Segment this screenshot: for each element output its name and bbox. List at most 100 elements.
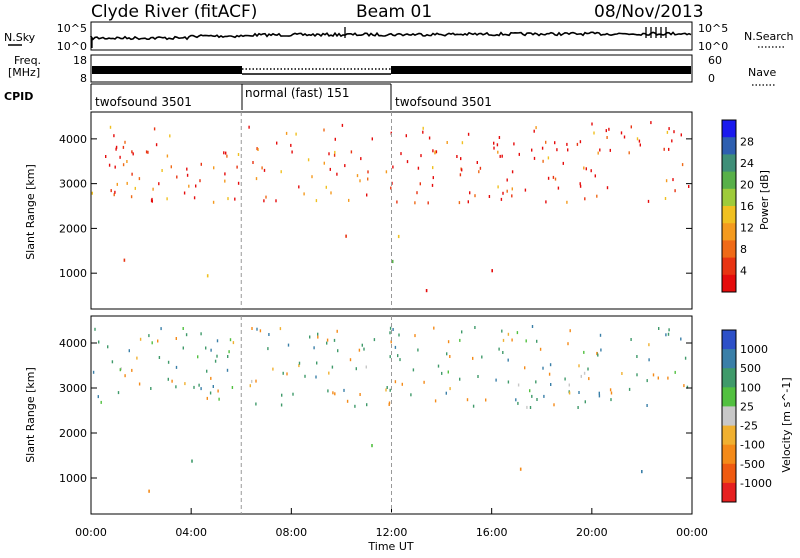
velocity-pixel <box>214 359 217 363</box>
power-pixel <box>435 150 438 154</box>
power-pixel <box>295 132 297 136</box>
velocity-pixel <box>229 338 232 342</box>
velocity-pixel <box>657 376 659 380</box>
velocity-pixel <box>686 385 689 389</box>
power-pixel <box>183 191 186 195</box>
power-panel: 1000 2000 3000 4000 Slant Range [km] 4 8 12 16… <box>24 111 771 310</box>
power-pixel <box>323 128 325 132</box>
power-pixel <box>115 147 117 151</box>
velocity-pixel <box>226 368 229 372</box>
velocity-pixel <box>461 330 463 334</box>
power-pixel <box>155 143 158 147</box>
power-pixel <box>639 143 641 147</box>
freq-right-tick-top: 60 <box>708 54 722 67</box>
power-pixel <box>511 187 513 191</box>
power-pixel <box>467 132 470 136</box>
power-pixel <box>263 168 266 172</box>
power-pixel <box>680 133 682 137</box>
power-pixel <box>315 199 318 203</box>
velocity-colorbar-tick: 500 <box>740 362 761 375</box>
power-pixel <box>579 140 582 144</box>
velocity-colorbar: 1000 500 100 25 -25 -100 -500 -1000 <box>721 329 772 503</box>
velocity-pixel <box>136 356 138 360</box>
power-pixel <box>150 199 153 203</box>
power-pixel <box>236 165 238 169</box>
velocity-pixel <box>150 387 152 390</box>
power-pixel <box>206 274 209 278</box>
velocity-pixel <box>358 348 361 352</box>
power-pixel <box>255 177 258 181</box>
power-pixel <box>109 125 112 129</box>
velocity-pixel <box>206 369 208 373</box>
noise-sky-label: N.Sky <box>4 31 36 44</box>
velocity-pixel <box>287 343 290 347</box>
velocity-pixel <box>553 403 555 407</box>
power-colorbar-swatch <box>722 240 736 259</box>
power-pixel <box>108 163 111 167</box>
velocity-colorbar-swatch <box>722 463 736 484</box>
velocity-pixel <box>117 391 120 395</box>
velocity-pixel <box>268 333 270 336</box>
power-pixel <box>499 154 501 158</box>
velocity-pixel <box>390 340 392 344</box>
velocity-colorbar-swatch <box>722 425 736 446</box>
power-pixel <box>432 176 434 180</box>
velocity-pixel <box>474 326 476 329</box>
velocity-pixel <box>388 401 391 405</box>
power-pixel <box>681 163 684 167</box>
velocity-pixel <box>665 333 667 337</box>
power-pixel <box>285 131 288 135</box>
velocity-pixel <box>583 350 585 354</box>
power-pixel <box>126 181 128 185</box>
velocity-pixel <box>466 398 469 402</box>
velocity-pixel <box>600 348 602 352</box>
velocity-pixel <box>459 377 461 381</box>
velocity-pixel <box>138 382 141 386</box>
power-pixel <box>566 142 568 146</box>
power-ytick-label: 3000 <box>59 178 87 191</box>
power-pixel <box>594 174 596 178</box>
power-pixel <box>105 155 107 158</box>
power-pixel <box>131 150 133 154</box>
velocity-pixel <box>191 459 193 463</box>
power-pixel <box>193 196 196 200</box>
power-pixel <box>671 139 673 143</box>
power-pixel <box>579 182 581 186</box>
power-pixel <box>584 197 586 201</box>
power-pixel <box>325 185 327 189</box>
velocity-pixel <box>167 360 170 364</box>
velocity-pixel <box>210 348 212 352</box>
power-pixel <box>225 151 227 155</box>
velocity-pixel <box>131 368 133 372</box>
velocity-pixel <box>507 332 510 336</box>
power-pixel <box>227 197 229 201</box>
velocity-pixel <box>363 347 365 351</box>
power-pixel <box>290 143 292 147</box>
velocity-pixel <box>327 389 329 393</box>
power-pixel <box>531 148 533 152</box>
power-pixel <box>501 154 503 158</box>
velocity-colorbar-label: Velocity [m s^-1] <box>780 377 793 472</box>
power-pixel <box>513 142 515 146</box>
velocity-pixel <box>198 383 200 387</box>
power-pixel <box>397 234 400 239</box>
velocity-pixel <box>578 391 580 394</box>
power-pixel <box>122 163 125 167</box>
velocity-pixel <box>472 404 475 408</box>
power-colorbar-swatch <box>722 274 736 293</box>
power-pixel <box>638 139 641 143</box>
power-pixel <box>113 134 115 138</box>
power-pixel <box>391 259 394 264</box>
date-label: 08/Nov/2013 <box>594 2 704 22</box>
power-pixel <box>668 127 670 131</box>
noise-left-tick-bottom: 10^0 <box>57 40 87 53</box>
velocity-colorbar-tick: 100 <box>740 381 761 394</box>
velocity-pixel <box>175 337 177 340</box>
velocity-pixel <box>304 374 306 378</box>
power-colorbar-label: Power [dB] <box>758 170 771 230</box>
power-pixel <box>497 185 499 189</box>
power-pixel <box>506 178 508 182</box>
velocity-pixel <box>399 358 401 362</box>
freq-left-tick-bottom: 8 <box>80 72 87 85</box>
cpid-mode-2: normal (fast) 151 <box>245 86 349 100</box>
